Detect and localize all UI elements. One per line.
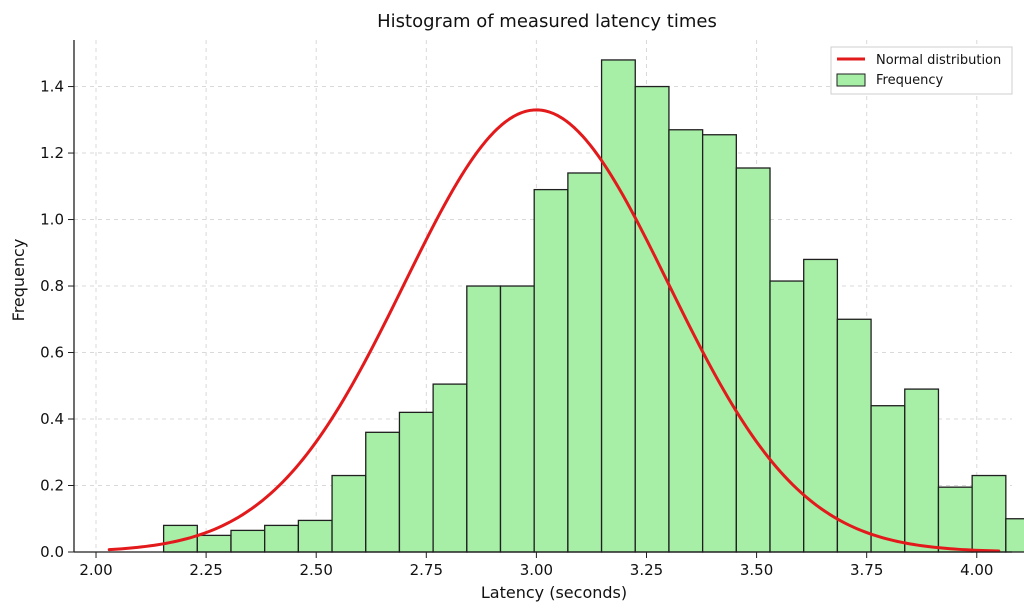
- histogram-bar-2: [230, 529, 266, 553]
- histogram-bar-11: [533, 188, 569, 553]
- x-tick-label-4: 3.00: [520, 561, 553, 579]
- histogram-bar-0: [162, 524, 198, 553]
- x-tick-label-3: 2.75: [410, 561, 443, 579]
- histogram-bar-25: [1005, 518, 1024, 553]
- histogram-bar-17: [735, 167, 771, 553]
- legend-label-frequency: Frequency: [876, 73, 943, 88]
- y-tick-label-4: 0.8: [40, 277, 64, 295]
- y-tick-label-2: 0.4: [40, 410, 64, 428]
- histogram-bar-5: [331, 474, 367, 553]
- histogram-bar-9: [466, 285, 502, 553]
- x-tick-label-6: 3.50: [740, 561, 773, 579]
- legend-label-normal: Normal distribution: [876, 53, 1001, 68]
- y-axis-label: Frequency: [9, 239, 28, 322]
- histogram-bar-7: [398, 411, 434, 553]
- x-tick-label-7: 3.75: [850, 561, 883, 579]
- histogram-bar-10: [499, 285, 535, 553]
- histogram-bar-13: [600, 59, 636, 553]
- x-tick-label-0: 2.00: [79, 561, 112, 579]
- x-tick-label-1: 2.25: [189, 561, 222, 579]
- chart-title: Histogram of measured latency times: [377, 11, 717, 32]
- histogram-bar-6: [365, 431, 401, 553]
- histogram-bar-16: [701, 134, 737, 553]
- y-tick-label-5: 1.0: [40, 211, 64, 229]
- y-tick-label-7: 1.4: [40, 78, 64, 96]
- histogram-bar-8: [432, 383, 468, 553]
- curve-layer: [107, 108, 1001, 553]
- x-tick-label-8: 4.00: [960, 561, 993, 579]
- y-tick-label-0: 0.0: [40, 543, 64, 561]
- x-tick-label-2: 2.50: [300, 561, 333, 579]
- histogram-bar-21: [870, 405, 906, 553]
- axes-layer: 2.00 2.25 2.50 2.75 3.00 3.25 3.50 3.75 4.00 0.0 0…: [40, 40, 1012, 579]
- histogram-bar-22: [904, 388, 940, 553]
- y-tick-label-3: 0.6: [40, 344, 64, 362]
- histogram-bar-20: [836, 318, 872, 553]
- x-tick-label-5: 3.25: [630, 561, 663, 579]
- y-tick-label-1: 0.2: [40, 477, 64, 495]
- y-tick-label-6: 1.2: [40, 144, 64, 162]
- histogram-bar-4: [297, 519, 333, 553]
- bars-layer: [162, 59, 1024, 553]
- histogram-bar-23: [937, 486, 973, 553]
- histogram-bar-14: [634, 85, 670, 553]
- histogram-bar-1: [196, 534, 232, 553]
- legend: Normal distribution Frequency: [830, 46, 1013, 95]
- x-axis-label: Latency (seconds): [481, 583, 627, 602]
- legend-bar-icon: [836, 73, 866, 87]
- normal-curve: [107, 108, 1001, 553]
- histogram-bar-18: [769, 280, 805, 553]
- histogram-bar-12: [567, 172, 603, 553]
- histogram-bar-24: [971, 474, 1007, 553]
- histogram-bar-3: [264, 524, 300, 553]
